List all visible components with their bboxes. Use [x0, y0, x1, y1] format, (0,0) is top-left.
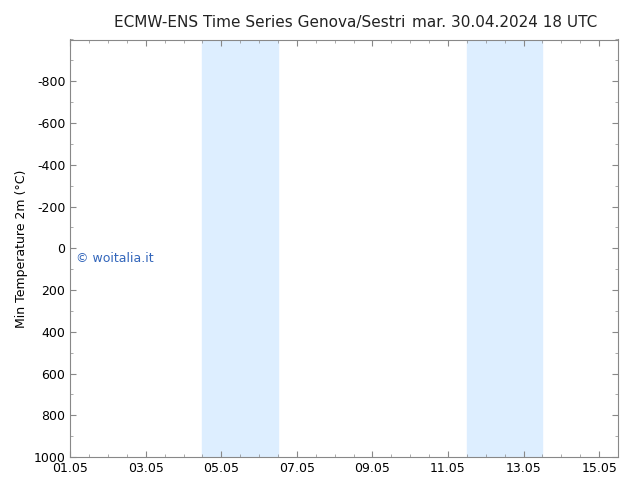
Bar	[467, 40, 505, 457]
Text: © woitalia.it: © woitalia.it	[76, 252, 153, 266]
Bar	[202, 40, 240, 457]
Bar	[505, 40, 543, 457]
Text: ECMW-ENS Time Series Genova/Sestri: ECMW-ENS Time Series Genova/Sestri	[114, 15, 406, 30]
Y-axis label: Min Temperature 2m (°C): Min Temperature 2m (°C)	[15, 169, 28, 327]
Bar	[240, 40, 278, 457]
Text: mar. 30.04.2024 18 UTC: mar. 30.04.2024 18 UTC	[412, 15, 597, 30]
